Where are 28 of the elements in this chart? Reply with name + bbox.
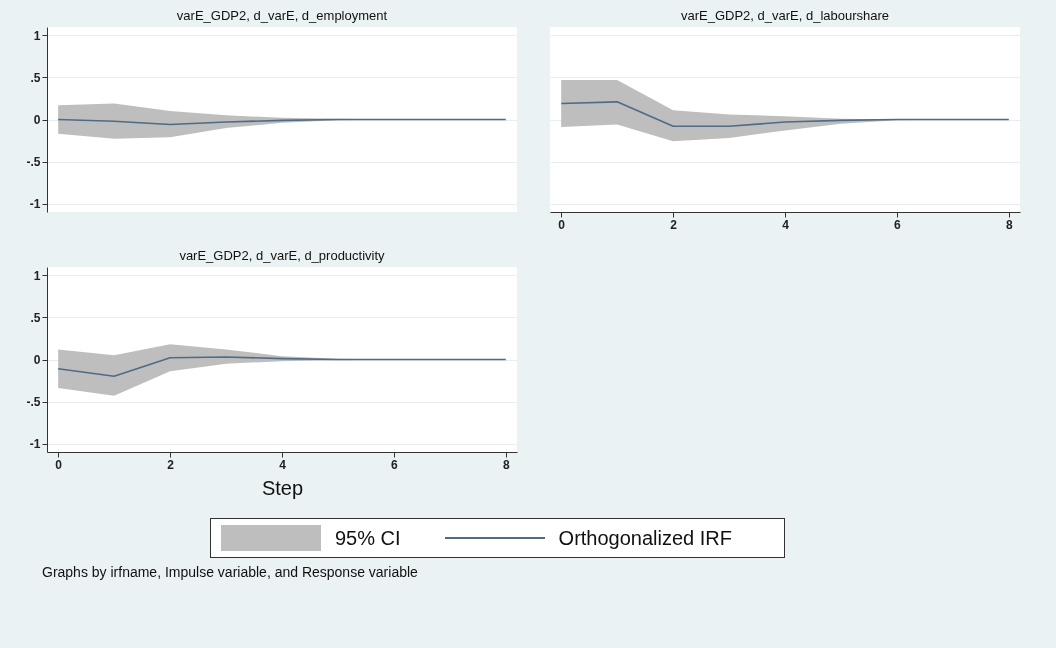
line-series — [57, 356, 507, 378]
chart-title: varE_GDP2, d_varE, d_productivity — [179, 248, 386, 263]
text: Graphs by irfname, Impulse variable, and Response variable — [42, 564, 419, 580]
x-tick-label: 4 — [782, 217, 790, 232]
chart-title: varE_GDP2, d_varE, d_employment — [176, 8, 388, 23]
y-tick-label: .5 — [30, 70, 41, 85]
chart-title: varE_GDP2, d_varE, d_labourshare — [680, 8, 890, 23]
y-tick-label: 0 — [33, 353, 41, 367]
text: 95% CI — [335, 526, 401, 550]
x-axis-title: Step — [261, 476, 304, 499]
x-tick-label: 0 — [55, 457, 63, 472]
y-tick-label: 1 — [33, 268, 41, 283]
x-tick-label: 0 — [558, 217, 566, 232]
x-tick-label: 8 — [1005, 217, 1013, 232]
y-tick-label: -1 — [29, 437, 41, 452]
y-tick-label: -1 — [29, 197, 41, 212]
y-tick-label: 0 — [33, 113, 41, 127]
y-tick-label: -.5 — [26, 155, 41, 170]
x-tick-label: 2 — [670, 217, 678, 232]
y-tick-label: .5 — [30, 310, 41, 325]
x-tick-label: 8 — [502, 457, 510, 472]
y-tick-label: -.5 — [26, 395, 41, 410]
x-tick-label: 6 — [391, 457, 399, 472]
x-tick-label: 4 — [279, 457, 287, 472]
x-tick-label: 2 — [167, 457, 175, 472]
x-tick-label: 6 — [894, 217, 902, 232]
text: Orthogonalized IRF — [558, 526, 733, 550]
y-tick-label: 1 — [33, 28, 41, 43]
